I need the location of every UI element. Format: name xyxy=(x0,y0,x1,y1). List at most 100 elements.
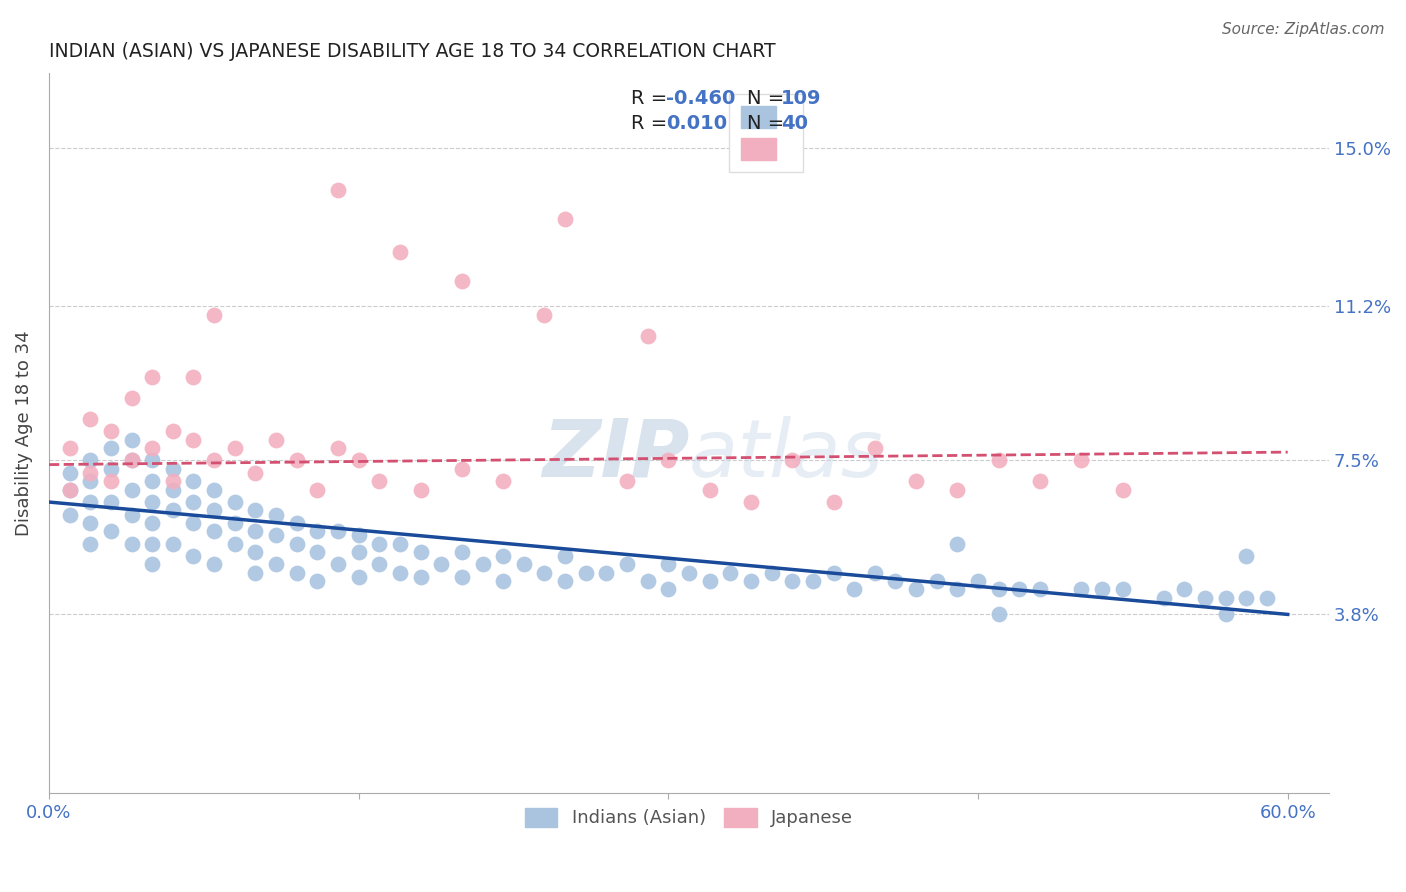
Point xyxy=(823,495,845,509)
Point xyxy=(575,566,598,580)
Point xyxy=(388,536,411,550)
Point xyxy=(183,516,205,530)
Text: N =: N = xyxy=(747,114,790,133)
Point xyxy=(780,453,803,467)
Point xyxy=(162,462,184,476)
Point xyxy=(740,574,762,588)
Point xyxy=(699,574,721,588)
Point xyxy=(1111,582,1133,597)
Point xyxy=(141,475,163,489)
Point xyxy=(285,516,308,530)
Point xyxy=(1070,453,1092,467)
Point xyxy=(224,516,246,530)
Point xyxy=(616,475,638,489)
Legend: Indians (Asian), Japanese: Indians (Asian), Japanese xyxy=(517,800,860,835)
Point xyxy=(79,466,101,480)
Y-axis label: Disability Age 18 to 34: Disability Age 18 to 34 xyxy=(15,331,32,536)
Point xyxy=(595,566,617,580)
Point xyxy=(183,495,205,509)
Point xyxy=(162,483,184,497)
Point xyxy=(141,441,163,455)
Point xyxy=(224,495,246,509)
Point xyxy=(285,536,308,550)
Point xyxy=(347,570,370,584)
Point xyxy=(183,433,205,447)
Text: R =: R = xyxy=(631,89,673,108)
Point xyxy=(987,453,1010,467)
Point xyxy=(844,582,866,597)
Point xyxy=(121,391,143,405)
Point xyxy=(202,453,225,467)
Point xyxy=(637,574,659,588)
Point xyxy=(1236,591,1258,605)
Point xyxy=(1256,591,1278,605)
Point xyxy=(884,574,907,588)
Point xyxy=(1173,582,1195,597)
Point xyxy=(183,549,205,563)
Point xyxy=(245,545,267,559)
Point xyxy=(554,212,576,227)
Point xyxy=(637,328,659,343)
Point xyxy=(121,483,143,497)
Point xyxy=(987,582,1010,597)
Point xyxy=(100,524,122,538)
Point xyxy=(79,495,101,509)
Text: atlas: atlas xyxy=(689,416,884,494)
Point xyxy=(1194,591,1216,605)
Point xyxy=(1070,582,1092,597)
Point xyxy=(183,475,205,489)
Point xyxy=(202,558,225,572)
Point xyxy=(100,475,122,489)
Point xyxy=(326,524,349,538)
Point xyxy=(554,574,576,588)
Point xyxy=(141,453,163,467)
Point xyxy=(59,441,82,455)
Text: Source: ZipAtlas.com: Source: ZipAtlas.com xyxy=(1222,22,1385,37)
Point xyxy=(121,453,143,467)
Point xyxy=(59,483,82,497)
Point xyxy=(780,574,803,588)
Point xyxy=(1236,549,1258,563)
Point xyxy=(100,462,122,476)
Point xyxy=(162,503,184,517)
Point xyxy=(451,570,474,584)
Point xyxy=(905,582,928,597)
Point xyxy=(141,516,163,530)
Point xyxy=(307,483,329,497)
Point xyxy=(946,483,969,497)
Point xyxy=(946,582,969,597)
Point xyxy=(740,495,762,509)
Text: ZIP: ZIP xyxy=(541,416,689,494)
Point xyxy=(657,582,679,597)
Point xyxy=(245,566,267,580)
Point xyxy=(368,536,391,550)
Point xyxy=(657,453,679,467)
Point xyxy=(823,566,845,580)
Point xyxy=(285,453,308,467)
Point xyxy=(905,475,928,489)
Point xyxy=(264,433,287,447)
Point xyxy=(801,574,824,588)
Point xyxy=(533,308,555,322)
Point xyxy=(121,536,143,550)
Point xyxy=(162,536,184,550)
Point xyxy=(1091,582,1114,597)
Point xyxy=(326,183,349,197)
Point xyxy=(863,441,886,455)
Point xyxy=(451,275,474,289)
Point xyxy=(224,536,246,550)
Text: -0.460: -0.460 xyxy=(666,89,735,108)
Text: 40: 40 xyxy=(782,114,808,133)
Point xyxy=(1008,582,1031,597)
Point xyxy=(264,528,287,542)
Point xyxy=(388,245,411,260)
Point xyxy=(718,566,741,580)
Point xyxy=(79,516,101,530)
Point xyxy=(946,536,969,550)
Point xyxy=(1153,591,1175,605)
Point xyxy=(79,412,101,426)
Point xyxy=(202,524,225,538)
Point xyxy=(1029,582,1052,597)
Text: 109: 109 xyxy=(782,89,821,108)
Point xyxy=(202,483,225,497)
